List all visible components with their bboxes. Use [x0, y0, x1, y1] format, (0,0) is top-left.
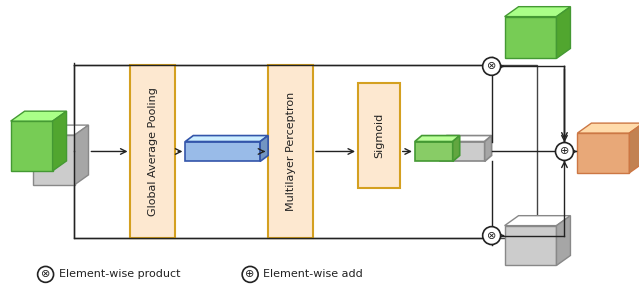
Polygon shape — [74, 125, 88, 185]
Polygon shape — [629, 123, 640, 173]
Bar — [358, 83, 400, 188]
Polygon shape — [577, 123, 640, 133]
Text: Global Average Pooling: Global Average Pooling — [148, 87, 158, 216]
Text: ⊗: ⊗ — [487, 61, 496, 71]
Bar — [268, 65, 313, 238]
Polygon shape — [415, 142, 452, 161]
Polygon shape — [440, 136, 492, 142]
Circle shape — [483, 57, 500, 75]
Polygon shape — [186, 142, 260, 161]
Polygon shape — [11, 111, 67, 121]
Text: Sigmoid: Sigmoid — [374, 113, 384, 158]
Polygon shape — [452, 136, 460, 161]
Text: Element-wise product: Element-wise product — [59, 269, 180, 280]
Polygon shape — [557, 216, 570, 265]
Polygon shape — [11, 121, 52, 171]
Polygon shape — [440, 142, 484, 161]
Text: Multilayer Perceptron: Multilayer Perceptron — [285, 92, 296, 211]
Bar — [131, 65, 175, 238]
Circle shape — [483, 226, 500, 245]
Polygon shape — [504, 17, 557, 58]
Polygon shape — [33, 125, 88, 135]
Polygon shape — [577, 133, 629, 173]
Polygon shape — [504, 226, 557, 265]
Polygon shape — [33, 135, 74, 185]
Circle shape — [242, 266, 258, 282]
Polygon shape — [484, 136, 492, 161]
Polygon shape — [504, 7, 570, 17]
Polygon shape — [415, 136, 460, 142]
Bar — [74, 65, 536, 238]
Circle shape — [38, 266, 54, 282]
Text: ⊕: ⊕ — [246, 269, 255, 280]
Text: ⊕: ⊕ — [560, 146, 569, 156]
Polygon shape — [557, 7, 570, 58]
Polygon shape — [186, 136, 268, 142]
Polygon shape — [52, 111, 67, 171]
Text: ⊗: ⊗ — [41, 269, 51, 280]
Circle shape — [556, 142, 573, 161]
Text: Element-wise add: Element-wise add — [263, 269, 363, 280]
Text: ⊗: ⊗ — [487, 231, 496, 241]
Polygon shape — [504, 216, 570, 226]
Polygon shape — [260, 136, 268, 161]
